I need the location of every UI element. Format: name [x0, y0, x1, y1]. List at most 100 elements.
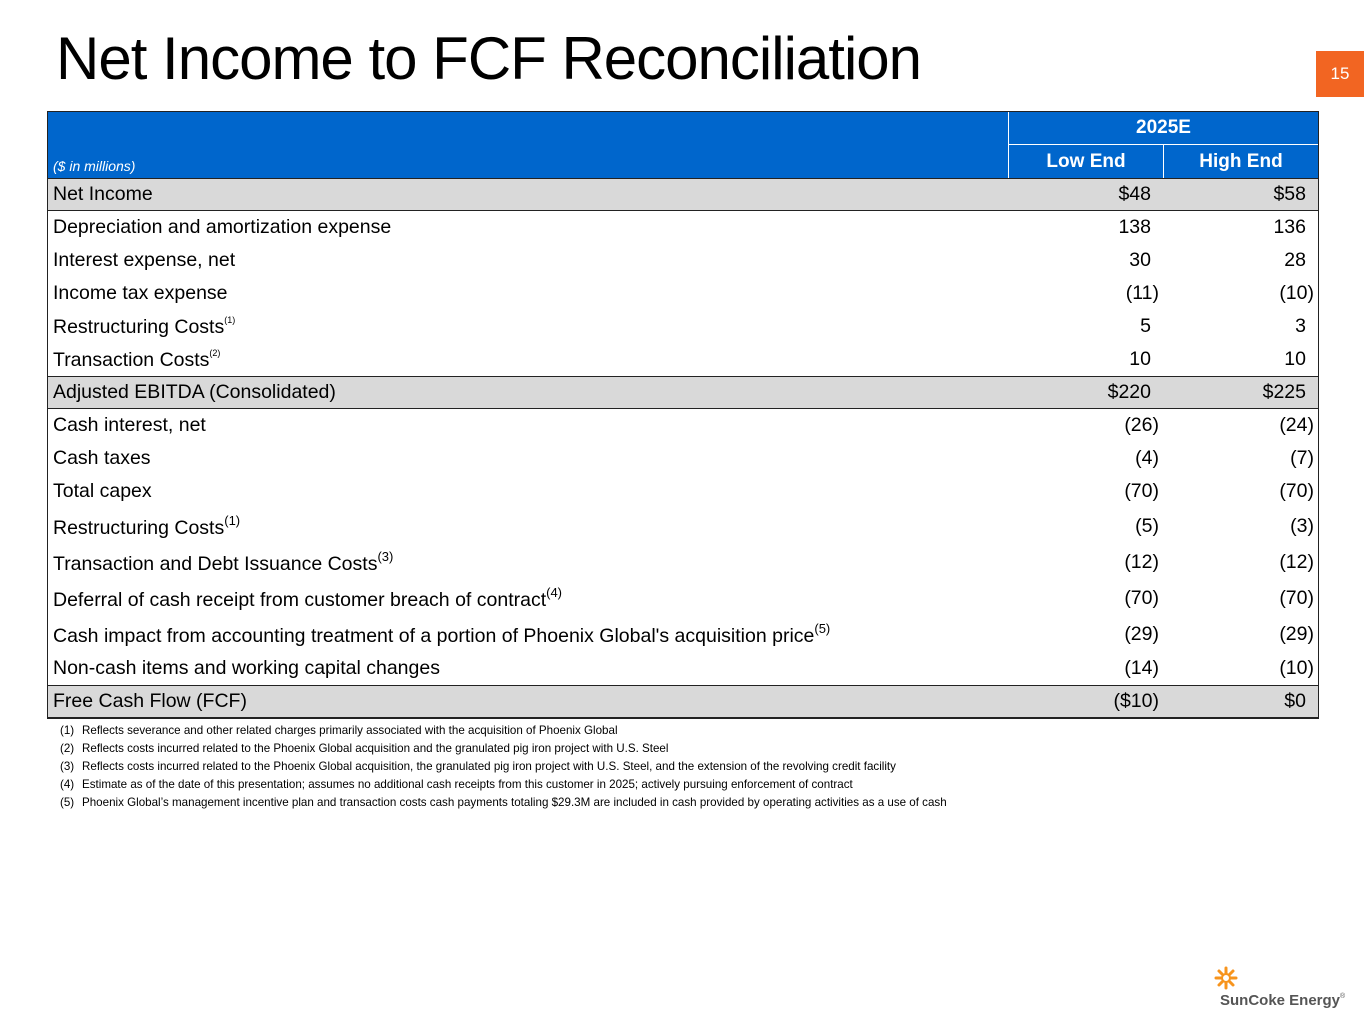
value-cell: (70) [1279, 480, 1314, 502]
value-cell: 30 [1129, 249, 1151, 271]
table-row: Transaction Costs(2) 10 10 [48, 343, 1318, 376]
footnote-ref: (3) [377, 548, 394, 564]
row-label: Adjusted EBITDA (Consolidated) [53, 381, 336, 403]
row-label-cell: Free Cash Flow (FCF) [48, 690, 1008, 713]
page-number: 15 [1316, 51, 1364, 97]
footnote: (3) Reflects costs incurred related to th… [60, 758, 947, 776]
table-row: Transaction and Debt Issuance Costs(3) (1… [48, 544, 1318, 580]
table-body: Net Income $48 $58 Depreciation and amortiz… [48, 178, 1318, 718]
header-row: 2025E [48, 112, 1318, 145]
value-cell: ($10) [1113, 690, 1159, 712]
footnote-ref: (2) [209, 347, 221, 358]
table-row: Cash taxes (4) (7) [48, 442, 1318, 475]
value-cell: (70) [1279, 586, 1314, 609]
value-cell: (11) [1125, 282, 1159, 304]
value-cell: (10) [1279, 282, 1314, 304]
footnote-text: Reflects severance and other related cha… [82, 724, 618, 737]
row-label: Interest expense, net [53, 249, 236, 271]
value-cell: (24) [1279, 414, 1314, 436]
value-cell: (10) [1279, 657, 1314, 679]
table-row: Interest expense, net 30 28 [48, 244, 1318, 277]
value-cell: (29) [1279, 622, 1314, 645]
row-label: Restructuring Costs [53, 315, 225, 338]
value-cell: (12) [1124, 550, 1159, 573]
footnote-marker: (5) [60, 796, 75, 809]
row-label: Deferral of cash receipt from customer b… [53, 588, 547, 611]
row-label-cell: Depreciation and amortization expense [48, 216, 1008, 239]
table-row: Total capex (70) (70) [48, 475, 1318, 508]
row-label: Non-cash items and working capital chang… [53, 657, 440, 679]
footnote-text: Reflects costs incurred related to the P… [82, 760, 896, 773]
footnote-marker: (2) [60, 742, 75, 755]
logo-mark: ® [1340, 993, 1346, 1000]
logo-name: SunCoke Energy [1220, 992, 1341, 1009]
footnote-ref: (4) [546, 584, 563, 600]
row-label: Net Income [53, 183, 153, 205]
row-label: Transaction Costs [53, 348, 210, 371]
row-label: Restructuring Costs [53, 516, 225, 539]
value-cell: (70) [1124, 480, 1159, 502]
row-label-cell: Transaction and Debt Issuance Costs(3) [48, 549, 1008, 576]
footnote-ref: (1) [224, 512, 241, 528]
table-row: Free Cash Flow (FCF) ($10) $0 [48, 685, 1318, 718]
value-cell: 10 [1284, 348, 1306, 370]
slide-title: Net Income to FCF Reconciliation [56, 25, 922, 92]
row-label-cell: Adjusted EBITDA (Consolidated) [48, 381, 1008, 404]
value-cell: (29) [1124, 622, 1159, 645]
row-label: Depreciation and amortization expense [53, 216, 392, 238]
row-label: Cash taxes [53, 447, 151, 469]
row-label: Total capex [53, 480, 152, 502]
footnote-text: Reflects costs incurred related to the P… [82, 742, 669, 755]
reconciliation-table: 2025E ($ in millions) Low End High End N… [47, 111, 1319, 719]
row-label-cell: Net Income [48, 183, 1008, 206]
value-cell: 136 [1273, 216, 1306, 238]
value-cell: $225 [1262, 381, 1306, 403]
row-label: Free Cash Flow (FCF) [53, 690, 247, 712]
table-row: Deferral of cash receipt from customer b… [48, 580, 1318, 616]
row-label-cell: Non-cash items and working capital chang… [48, 657, 1008, 680]
footnote: (4) Estimate as of the date of this prese… [60, 776, 947, 794]
period-header: 2025E [1008, 112, 1318, 145]
table-row: Adjusted EBITDA (Consolidated) $220 $225 [48, 376, 1318, 409]
row-label-cell: Cash taxes [48, 447, 1008, 470]
footnote-text: Estimate as of the date of this presenta… [82, 778, 853, 791]
footnote-ref: (5) [814, 620, 831, 636]
value-cell: (12) [1279, 550, 1314, 573]
value-cell: (7) [1290, 447, 1314, 469]
row-label-cell: Cash interest, net [48, 414, 1008, 437]
column-header: High End [1163, 145, 1318, 178]
row-label: Transaction and Debt Issuance Costs [53, 552, 378, 575]
table-row: Restructuring Costs(1) (5) (3) [48, 508, 1318, 544]
table-row: Depreciation and amortization expense 138… [48, 211, 1318, 244]
row-label-cell: Restructuring Costs(1) [48, 513, 1008, 540]
value-cell: (4) [1135, 447, 1159, 469]
footnote: (2) Reflects costs incurred related to th… [60, 740, 947, 758]
footnote-marker: (4) [60, 778, 75, 791]
row-label: Cash impact from accounting treatment of… [53, 624, 815, 647]
row-label-cell: Cash impact from accounting treatment of… [48, 621, 1008, 648]
value-cell: 138 [1118, 216, 1151, 238]
column-header: Low End [1008, 145, 1163, 178]
value-cell: (70) [1124, 586, 1159, 609]
table-row: Net Income $48 $58 [48, 178, 1318, 211]
row-label-cell: Deferral of cash receipt from customer b… [48, 585, 1008, 612]
row-label-cell: Interest expense, net [48, 249, 1008, 272]
footnote: (1) Reflects severance and other related … [60, 722, 947, 740]
value-cell: 5 [1140, 315, 1151, 337]
value-cell: $48 [1118, 183, 1151, 205]
value-cell: 10 [1129, 348, 1151, 370]
table-row: Restructuring Costs(1) 5 3 [48, 310, 1318, 343]
footnote-ref: (1) [224, 314, 236, 325]
logo-text: SunCoke Energy® [1220, 992, 1345, 1009]
table-row: Income tax expense (11) (10) [48, 277, 1318, 310]
logo-icon [1214, 966, 1238, 990]
footnote-marker: (1) [60, 724, 75, 737]
value-cell: (3) [1290, 514, 1314, 537]
row-label-cell: Total capex [48, 480, 1008, 503]
value-cell: $58 [1273, 183, 1306, 205]
unit-note: ($ in millions) [53, 157, 136, 174]
footnote-marker: (3) [60, 760, 75, 773]
table-row: Cash impact from accounting treatment of… [48, 616, 1318, 652]
value-cell: (14) [1124, 657, 1159, 679]
